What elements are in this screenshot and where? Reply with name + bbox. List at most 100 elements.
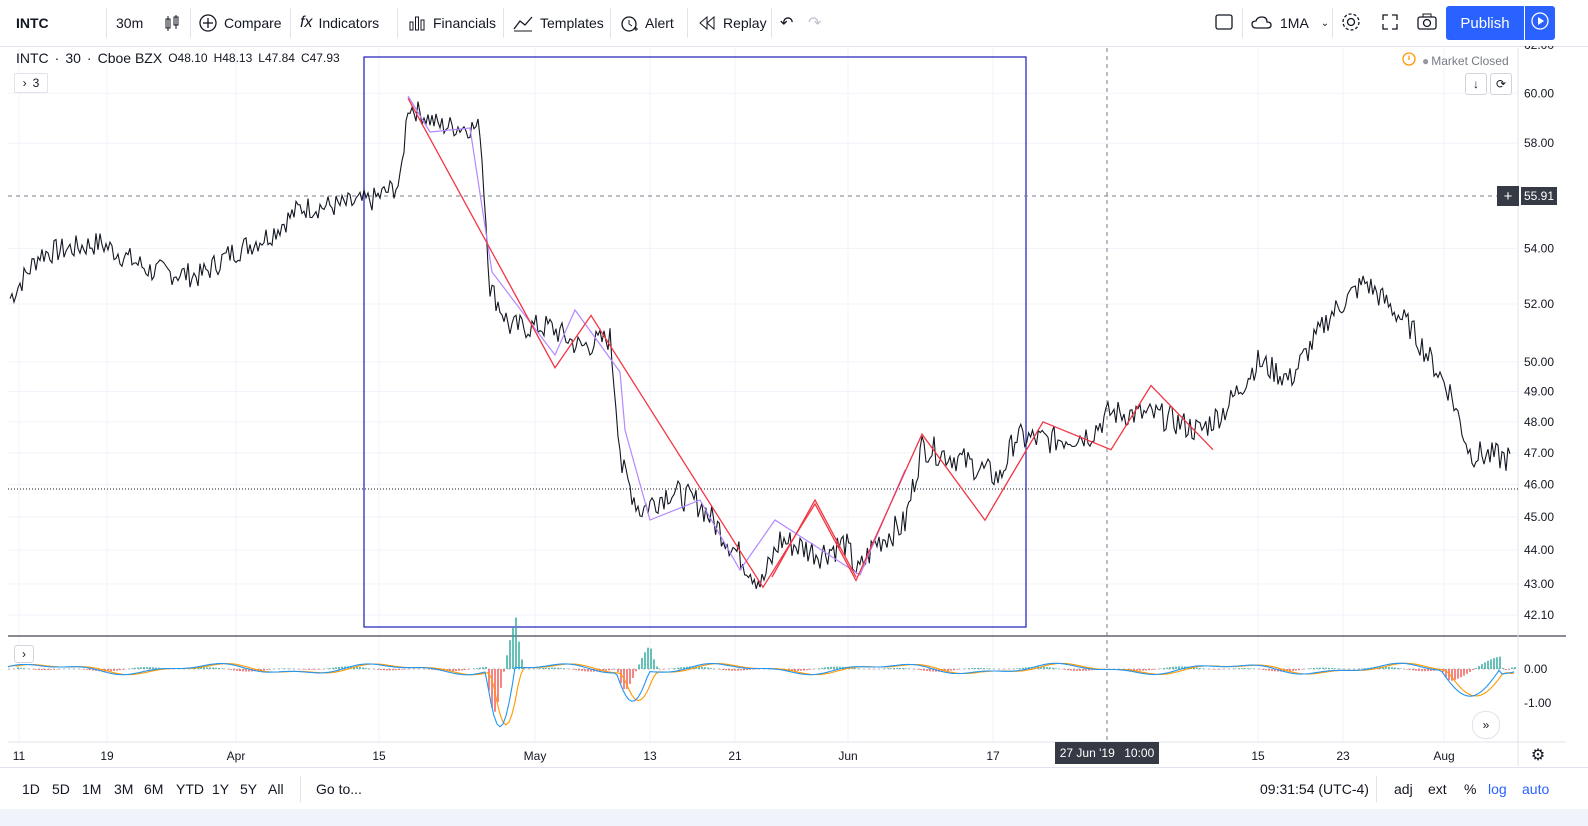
collapsed-indicators-toggle[interactable]: › 3 bbox=[14, 73, 48, 93]
histogram-bar bbox=[1268, 669, 1270, 671]
legend-low: L47.84 bbox=[258, 51, 295, 65]
range-button-6m[interactable]: 6M bbox=[144, 781, 164, 797]
log-label: log bbox=[1488, 781, 1507, 797]
histogram-bar bbox=[116, 669, 118, 671]
adj-toggle[interactable]: adj bbox=[1394, 768, 1413, 810]
ext-toggle[interactable]: ext bbox=[1428, 768, 1447, 810]
auto-toggle[interactable]: auto bbox=[1522, 768, 1549, 810]
refresh-button[interactable]: ⟳ bbox=[1490, 73, 1512, 95]
symbol-search[interactable]: INTC bbox=[16, 0, 49, 46]
histogram-bar bbox=[266, 669, 268, 670]
camera-icon bbox=[1416, 12, 1438, 35]
status-dot-icon: ● bbox=[1422, 53, 1430, 68]
time-axis-settings-button[interactable]: ⚙ bbox=[1528, 745, 1548, 765]
add-price-button[interactable]: + bbox=[1497, 186, 1519, 206]
settings-button[interactable] bbox=[1340, 0, 1362, 46]
fullscreen-button[interactable] bbox=[1380, 0, 1400, 46]
arrow-down-icon: ↓ bbox=[1473, 77, 1479, 91]
histogram-bar bbox=[1382, 666, 1384, 669]
clock[interactable]: 09:31:54 (UTC-4) bbox=[1260, 768, 1369, 810]
histogram-bar bbox=[1499, 656, 1501, 669]
scroll-to-realtime-button[interactable]: » bbox=[1472, 711, 1500, 739]
time-tick-label: Jun bbox=[838, 749, 857, 763]
plus-circle-icon bbox=[198, 13, 218, 33]
log-toggle[interactable]: log bbox=[1488, 768, 1507, 810]
range-button-1d[interactable]: 1D bbox=[22, 781, 40, 797]
goto-button[interactable]: Go to... bbox=[316, 768, 362, 810]
histogram-bar bbox=[476, 667, 478, 669]
range-button-1y[interactable]: 1Y bbox=[212, 781, 230, 797]
time-tick-label: 13 bbox=[643, 749, 657, 763]
range-button-5d[interactable]: 5D bbox=[52, 781, 70, 797]
range-button-all[interactable]: All bbox=[268, 781, 284, 797]
snapshot-button[interactable] bbox=[1416, 0, 1438, 46]
financials-button[interactable]: Financials bbox=[407, 0, 496, 46]
histogram-bar bbox=[203, 667, 205, 669]
indicators-button[interactable]: fx Indicators bbox=[300, 0, 379, 46]
price-chart[interactable]: 62.00 60.00 58.00 54.00 52.00 50.00 49.00 48.00… bbox=[6, 46, 1566, 766]
histogram-bar bbox=[521, 659, 523, 669]
range-button-1m[interactable]: 1M bbox=[82, 781, 102, 797]
price-tick-label: 49.00 bbox=[1524, 385, 1554, 399]
undo-button[interactable]: ↶ bbox=[780, 0, 793, 46]
range-button-ytd[interactable]: YTD bbox=[176, 781, 204, 797]
fullscreen-layout-button[interactable] bbox=[1214, 0, 1234, 46]
histogram-bar bbox=[1064, 669, 1066, 670]
histogram-bar bbox=[473, 668, 475, 669]
histogram-bar bbox=[653, 659, 655, 669]
histogram-bar bbox=[710, 668, 712, 669]
histogram-bar bbox=[1034, 666, 1036, 669]
histogram-bar bbox=[1073, 669, 1075, 671]
histogram-bar bbox=[854, 668, 856, 669]
footer-strip bbox=[0, 809, 1588, 826]
histogram-bar bbox=[1241, 668, 1243, 669]
publish-menu-button[interactable] bbox=[1525, 6, 1555, 40]
histogram-bar bbox=[1196, 667, 1198, 669]
templates-button[interactable]: Templates bbox=[512, 0, 604, 46]
histogram-bar bbox=[1334, 668, 1336, 669]
histogram-bar bbox=[1136, 669, 1138, 671]
redo-icon: ↷ bbox=[808, 15, 822, 32]
adj-label: adj bbox=[1394, 781, 1413, 797]
chart-type-button[interactable] bbox=[162, 0, 188, 46]
histogram-bar bbox=[626, 669, 628, 689]
histogram-bar bbox=[956, 669, 958, 670]
compare-button[interactable]: Compare bbox=[198, 0, 282, 46]
percent-toggle[interactable]: % bbox=[1464, 768, 1476, 810]
histogram-bar bbox=[491, 669, 493, 708]
alert-button[interactable]: Alert bbox=[619, 0, 674, 46]
histogram-bar bbox=[146, 667, 148, 669]
divider bbox=[687, 8, 688, 38]
histogram-bar bbox=[383, 669, 385, 671]
range-button-5y[interactable]: 5Y bbox=[240, 781, 258, 797]
histogram-bar bbox=[1019, 668, 1021, 669]
redo-button[interactable]: ↷ bbox=[808, 0, 821, 46]
histogram-bar bbox=[368, 668, 370, 669]
layout-save-button[interactable]: 1MA ⌄ bbox=[1250, 0, 1329, 46]
histogram-bar bbox=[1145, 669, 1147, 671]
range-button-3m[interactable]: 3M bbox=[114, 781, 134, 797]
zigzag-line bbox=[407, 97, 1214, 589]
histogram-bar bbox=[110, 669, 112, 672]
histogram-bar bbox=[1076, 669, 1078, 671]
histogram-bar bbox=[1460, 669, 1462, 678]
publish-button[interactable]: Publish bbox=[1446, 6, 1524, 40]
histogram-bar bbox=[119, 669, 121, 671]
histogram-bar bbox=[479, 667, 481, 669]
histogram-bar bbox=[311, 669, 313, 670]
clock-warning-icon bbox=[1402, 52, 1416, 69]
histogram-bar bbox=[563, 668, 565, 669]
replay-button[interactable]: Replay bbox=[697, 0, 767, 46]
price-series-line bbox=[9, 101, 1511, 589]
interval-button[interactable]: 30m bbox=[116, 0, 143, 46]
scroll-down-button[interactable]: ↓ bbox=[1465, 73, 1487, 95]
goto-label: Go to... bbox=[316, 781, 362, 797]
histogram-bar bbox=[1178, 666, 1180, 669]
indicator-pane-toggle[interactable]: › bbox=[14, 645, 34, 663]
histogram-bar bbox=[572, 669, 574, 670]
histogram-bar bbox=[905, 668, 907, 669]
histogram-bar bbox=[155, 667, 157, 669]
time-tick-label: 15 bbox=[1251, 749, 1265, 763]
histogram-bar bbox=[377, 669, 379, 670]
histogram-bar bbox=[1454, 669, 1456, 680]
